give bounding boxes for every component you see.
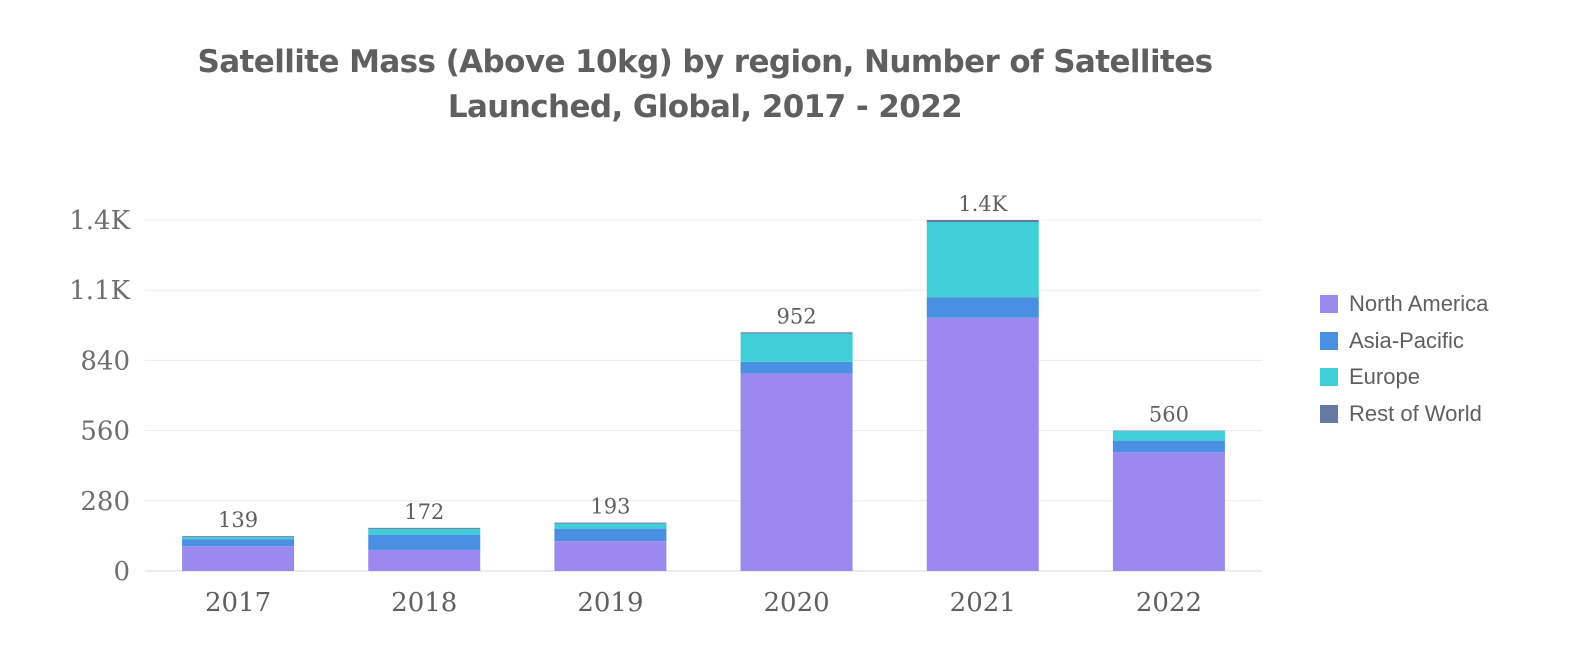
bar-rest-of-world-2021[interactable] (926, 220, 1039, 223)
bar-asia-pacific-2018[interactable] (368, 534, 481, 550)
legend-item-asia-pacific[interactable]: Asia-Pacific (1320, 323, 1488, 360)
chart-title-line-2: Launched, Global, 2017 - 2022 (447, 89, 963, 125)
bar-europe-2018[interactable] (368, 528, 481, 535)
labels: 0 280 560 840 1.1K 1.4K 139 2017 172 2018 193 2019 9… (69, 192, 1202, 618)
bar-asia-pacific-2021[interactable] (926, 297, 1039, 318)
x-tick-label-2017: 2017 (205, 588, 271, 618)
y-tick-label: 0 (113, 557, 130, 587)
bar-europe-2022[interactable] (1112, 431, 1225, 441)
bar-asia-pacific-2017[interactable] (182, 539, 295, 547)
legend-label: Rest of World (1349, 400, 1482, 426)
legend-item-europe[interactable]: Europe (1320, 359, 1488, 396)
x-tick-label-2020: 2020 (763, 588, 829, 618)
legend: North America Asia-Pacific Europe Rest of W… (1320, 286, 1488, 432)
bar-europe-2020[interactable] (740, 333, 853, 362)
y-tick-label: 560 (80, 417, 130, 447)
y-tick-label: 1.4K (69, 206, 130, 236)
y-tick-label: 280 (80, 487, 130, 517)
x-tick-label-2019: 2019 (577, 588, 643, 618)
legend-swatch (1320, 331, 1338, 350)
gridlines (145, 219, 1262, 572)
total-label-2021: 1.4K (958, 192, 1007, 216)
bar-asia-pacific-2020[interactable] (740, 361, 853, 374)
bars (182, 220, 1225, 571)
legend-label: North America (1349, 291, 1489, 317)
x-tick-label-2018: 2018 (391, 588, 457, 618)
bar-rest-of-world-2020[interactable] (740, 332, 853, 334)
x-tick-label-2022: 2022 (1136, 588, 1202, 618)
bar-north-america-2022[interactable] (1112, 452, 1225, 571)
legend-swatch (1320, 295, 1338, 314)
total-label-2022: 560 (1149, 403, 1189, 427)
legend-label: Europe (1349, 364, 1420, 390)
bar-rest-of-world-2019[interactable] (554, 522, 667, 524)
x-tick-label-2021: 2021 (950, 588, 1016, 618)
chart-title: Satellite Mass (Above 10kg) by region, N… (140, 40, 1270, 130)
legend-swatch (1320, 404, 1338, 423)
bar-north-america-2017[interactable] (182, 546, 295, 571)
legend-item-rest-of-world[interactable]: Rest of World (1320, 396, 1488, 433)
bar-north-america-2018[interactable] (368, 549, 481, 571)
bar-rest-of-world-2022[interactable] (1112, 430, 1225, 432)
bar-europe-2021[interactable] (926, 222, 1039, 298)
chart-title-line-1: Satellite Mass (Above 10kg) by region, N… (197, 44, 1214, 80)
bar-north-america-2021[interactable] (926, 317, 1039, 571)
bar-north-america-2019[interactable] (554, 541, 667, 571)
bar-asia-pacific-2022[interactable] (1112, 440, 1225, 453)
legend-label: Asia-Pacific (1349, 327, 1464, 353)
y-tick-label: 1.1K (69, 276, 130, 306)
bar-europe-2017[interactable] (182, 537, 295, 540)
legend-swatch (1320, 368, 1338, 387)
total-label-2017: 139 (218, 508, 258, 532)
y-tick-label: 840 (80, 346, 130, 376)
bar-rest-of-world-2018[interactable] (368, 527, 481, 529)
total-label-2019: 193 (590, 495, 630, 519)
legend-item-north-america[interactable]: North America (1320, 286, 1488, 323)
bar-europe-2019[interactable] (554, 523, 667, 529)
bar-asia-pacific-2019[interactable] (554, 528, 667, 542)
bar-rest-of-world-2017[interactable] (182, 536, 295, 538)
total-label-2018: 172 (404, 500, 444, 524)
bar-north-america-2020[interactable] (740, 373, 853, 571)
total-label-2020: 952 (777, 304, 817, 328)
